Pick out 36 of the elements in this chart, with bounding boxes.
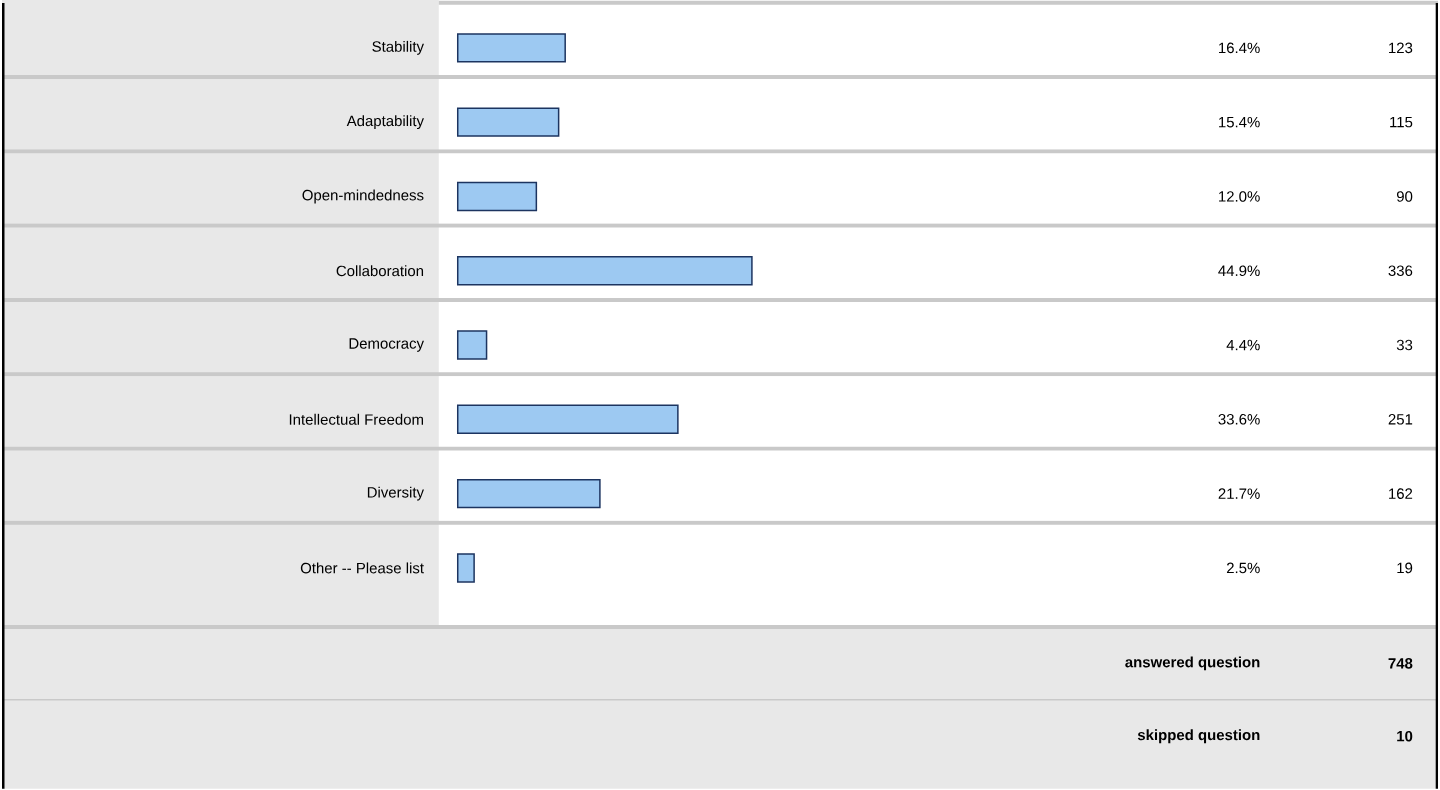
y-tick-label: Stability — [372, 40, 424, 55]
bar — [456, 404, 679, 435]
text: 123 — [1389, 42, 1413, 54]
data-label: 33.6% — [1218, 414, 1260, 425]
text: 19 — [1397, 562, 1413, 574]
text: 90 — [1396, 191, 1413, 202]
bar — [456, 181, 538, 212]
bar — [456, 107, 560, 137]
y-tick-label: Adaptability — [346, 115, 424, 130]
data-label: 16.4% — [1219, 42, 1260, 54]
bar — [456, 478, 601, 509]
data-label: 21.7% — [1218, 488, 1260, 499]
y-tick-label: Collaboration — [336, 265, 424, 277]
bar — [456, 256, 753, 286]
bar — [456, 330, 488, 360]
data-label: 2.5% — [1226, 562, 1260, 574]
text: 162 — [1389, 488, 1413, 499]
data-label: 15.4% — [1219, 116, 1260, 128]
text: 748 — [1388, 658, 1413, 669]
text: skipped question — [1137, 729, 1260, 744]
y-tick-label: Open-mindedness — [302, 189, 424, 204]
data-label: 4.4% — [1226, 339, 1260, 351]
bar — [456, 553, 475, 583]
text: 336 — [1388, 265, 1413, 277]
text: answered question — [1125, 656, 1260, 671]
text: 33 — [1396, 339, 1413, 351]
y-tick-label: Diversity — [367, 486, 424, 501]
text: 251 — [1388, 414, 1413, 425]
text: 115 — [1390, 116, 1413, 128]
y-tick-label: Other -- Please list — [300, 562, 424, 574]
data-label: 12.0% — [1219, 191, 1260, 202]
bar — [456, 33, 566, 63]
data-label: 44.9% — [1218, 265, 1260, 277]
y-tick-label: Democracy — [349, 338, 424, 352]
y-tick-label: Intellectual Freedom — [289, 413, 423, 425]
text: 10 — [1397, 730, 1413, 742]
